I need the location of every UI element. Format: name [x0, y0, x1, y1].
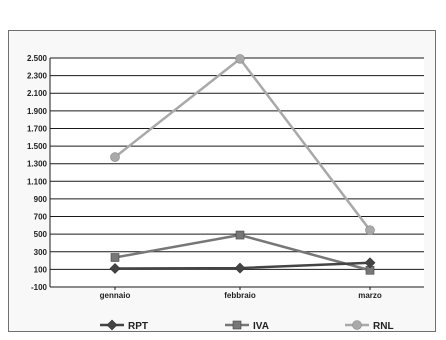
legend-label-iva: IVA — [253, 321, 269, 332]
y-tick-label: 1.300 — [27, 160, 48, 169]
legend-label-rpt: RPT — [128, 321, 148, 332]
legend-marker-rpt — [106, 319, 118, 331]
y-tick-label: 300 — [34, 248, 48, 257]
x-tick-label-gennaio: gennaio — [100, 291, 131, 300]
y-tick-label: 1.500 — [27, 142, 48, 151]
y-tick-label: 500 — [34, 230, 48, 239]
y-tick-label: 900 — [34, 195, 48, 204]
x-tick-label-febbraio: febbraio — [224, 291, 256, 300]
legend-label-rnl: RNL — [373, 321, 394, 332]
point-rpt-febbraio — [234, 262, 246, 274]
y-tick-label: 1.900 — [27, 107, 48, 116]
plot-area — [50, 58, 424, 287]
y-tick-label: 1.700 — [27, 124, 48, 133]
y-tick-label: 2.100 — [27, 89, 48, 98]
point-rnl-febbraio — [235, 54, 245, 64]
point-rpt-gennaio — [109, 263, 121, 274]
point-iva-gennaio — [110, 253, 120, 262]
legend-marker-rnl — [352, 320, 362, 330]
y-tick-label: -100 — [31, 283, 48, 292]
point-rnl-gennaio — [110, 152, 120, 162]
x-tick-label-marzo: marzo — [358, 291, 382, 300]
y-tick-label: 100 — [34, 265, 48, 274]
legend-marker-iva — [232, 320, 242, 330]
y-tick-label: 2.300 — [27, 72, 48, 81]
y-tick-label: 1.100 — [27, 177, 48, 186]
point-iva-febbraio — [235, 230, 245, 240]
y-tick-label: 700 — [34, 213, 48, 222]
y-tick-label: 2.500 — [27, 54, 48, 63]
point-rpt-marzo — [364, 257, 376, 269]
point-rnl-marzo — [365, 225, 375, 235]
